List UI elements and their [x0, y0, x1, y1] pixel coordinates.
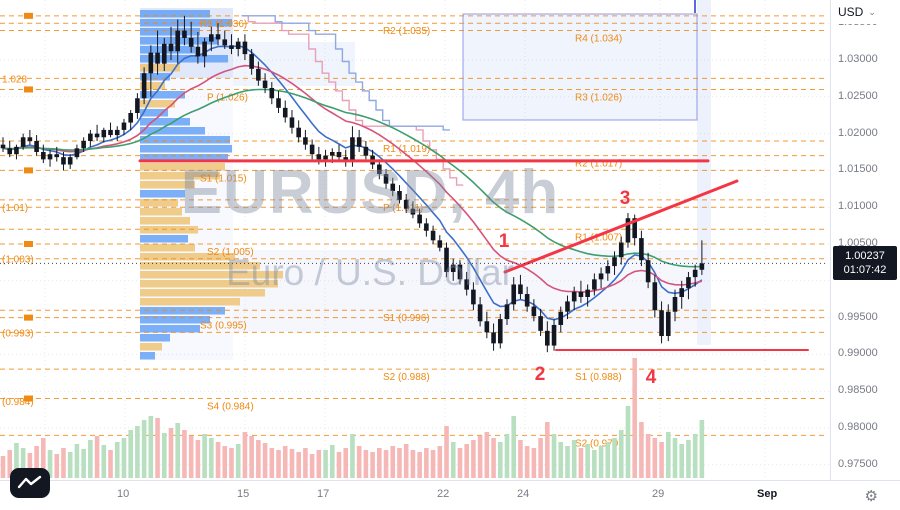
svg-text:R1 (1.007): R1 (1.007)	[575, 232, 622, 243]
price-axis-label: 0.99000	[838, 347, 878, 360]
svg-text:4: 4	[646, 367, 657, 388]
svg-text:1.028: 1.028	[2, 74, 27, 85]
svg-text:S1 (1.015): S1 (1.015)	[200, 173, 247, 184]
time-axis-label: 29	[652, 488, 665, 500]
svg-text:P (1.026): P (1.026)	[207, 92, 248, 103]
svg-text:S2 (1.005): S2 (1.005)	[207, 247, 254, 258]
svg-text:R2 (1.017): R2 (1.017)	[575, 159, 622, 170]
svg-text:(1.003): (1.003)	[2, 255, 34, 266]
time-axis-label: Sep	[757, 488, 778, 500]
time-axis-label: 10	[117, 488, 130, 500]
svg-text:S2 (0.979): S2 (0.979)	[575, 438, 622, 449]
currency-label: USD	[838, 5, 864, 19]
svg-text:3: 3	[620, 188, 631, 209]
price-axis-label: 1.00500	[838, 237, 878, 249]
svg-text:R1 (1.036): R1 (1.036)	[200, 19, 247, 30]
price-axis-label: 0.98000	[838, 421, 878, 433]
svg-text:(0.984): (0.984)	[2, 397, 34, 408]
price-axis-label: 0.99500	[838, 310, 878, 323]
chevron-down-icon: ⌄	[868, 6, 876, 17]
chart-canvas[interactable]: R1 (1.036) R2 (1.035) R4 (1.034) P (1.026) R…	[0, 0, 830, 480]
svg-text:S1 (0.996): S1 (0.996)	[383, 313, 430, 324]
svg-text:R3 (1.026): R3 (1.026)	[575, 92, 622, 103]
svg-text:S4 (0.984): S4 (0.984)	[207, 402, 254, 413]
price-axis-label: 1.02500	[838, 89, 878, 102]
time-axis[interactable]: 8101517222429Sep ⚙	[0, 480, 900, 510]
svg-text:S1 (0.988): S1 (0.988)	[575, 372, 622, 383]
tradingview-logo-mark	[17, 475, 42, 489]
last-price-value: 1.00237	[845, 250, 885, 263]
price-axis[interactable]: 1.035001.030001.025001.020001.015001.010…	[830, 0, 900, 480]
price-axis-label: 0.97500	[838, 457, 878, 470]
svg-text:1: 1	[499, 231, 510, 252]
chart-pane[interactable]: R1 (1.036) R2 (1.035) R4 (1.034) P (1.026) R…	[0, 0, 830, 480]
settings-gear-icon[interactable]: ⚙	[864, 488, 878, 505]
currency-dropdown[interactable]: USD ⌄	[831, 0, 900, 24]
time-axis-label: 17	[317, 488, 330, 500]
time-axis-label: 15	[237, 488, 250, 500]
price-axis-label: 1.01000	[838, 200, 878, 213]
svg-text:2: 2	[535, 364, 546, 385]
time-axis-label: 22	[437, 488, 450, 500]
svg-text:P (1.011): P (1.011)	[383, 203, 423, 214]
svg-text:(0.993): (0.993)	[2, 328, 34, 339]
svg-text:S3 (0.995): S3 (0.995)	[200, 321, 247, 332]
bar-countdown: 01:07:42	[843, 264, 887, 277]
last-price-badge: 1.00237 01:07:42	[833, 246, 897, 281]
price-axis-label: 1.03000	[838, 53, 878, 65]
price-axis-label: 1.01500	[838, 163, 878, 176]
tradingview-logo[interactable]	[10, 468, 50, 498]
price-axis-label: 1.02000	[838, 126, 878, 139]
svg-text:R2 (1.035): R2 (1.035)	[383, 26, 430, 37]
time-axis-label: 24	[517, 488, 530, 500]
svg-text:(1.01): (1.01)	[2, 203, 28, 214]
svg-text:S2 (0.988): S2 (0.988)	[383, 372, 430, 383]
svg-text:R4 (1.034): R4 (1.034)	[575, 34, 622, 45]
price-axis-label: 0.98500	[838, 384, 878, 397]
svg-text:R1 (1.019): R1 (1.019)	[383, 144, 430, 155]
